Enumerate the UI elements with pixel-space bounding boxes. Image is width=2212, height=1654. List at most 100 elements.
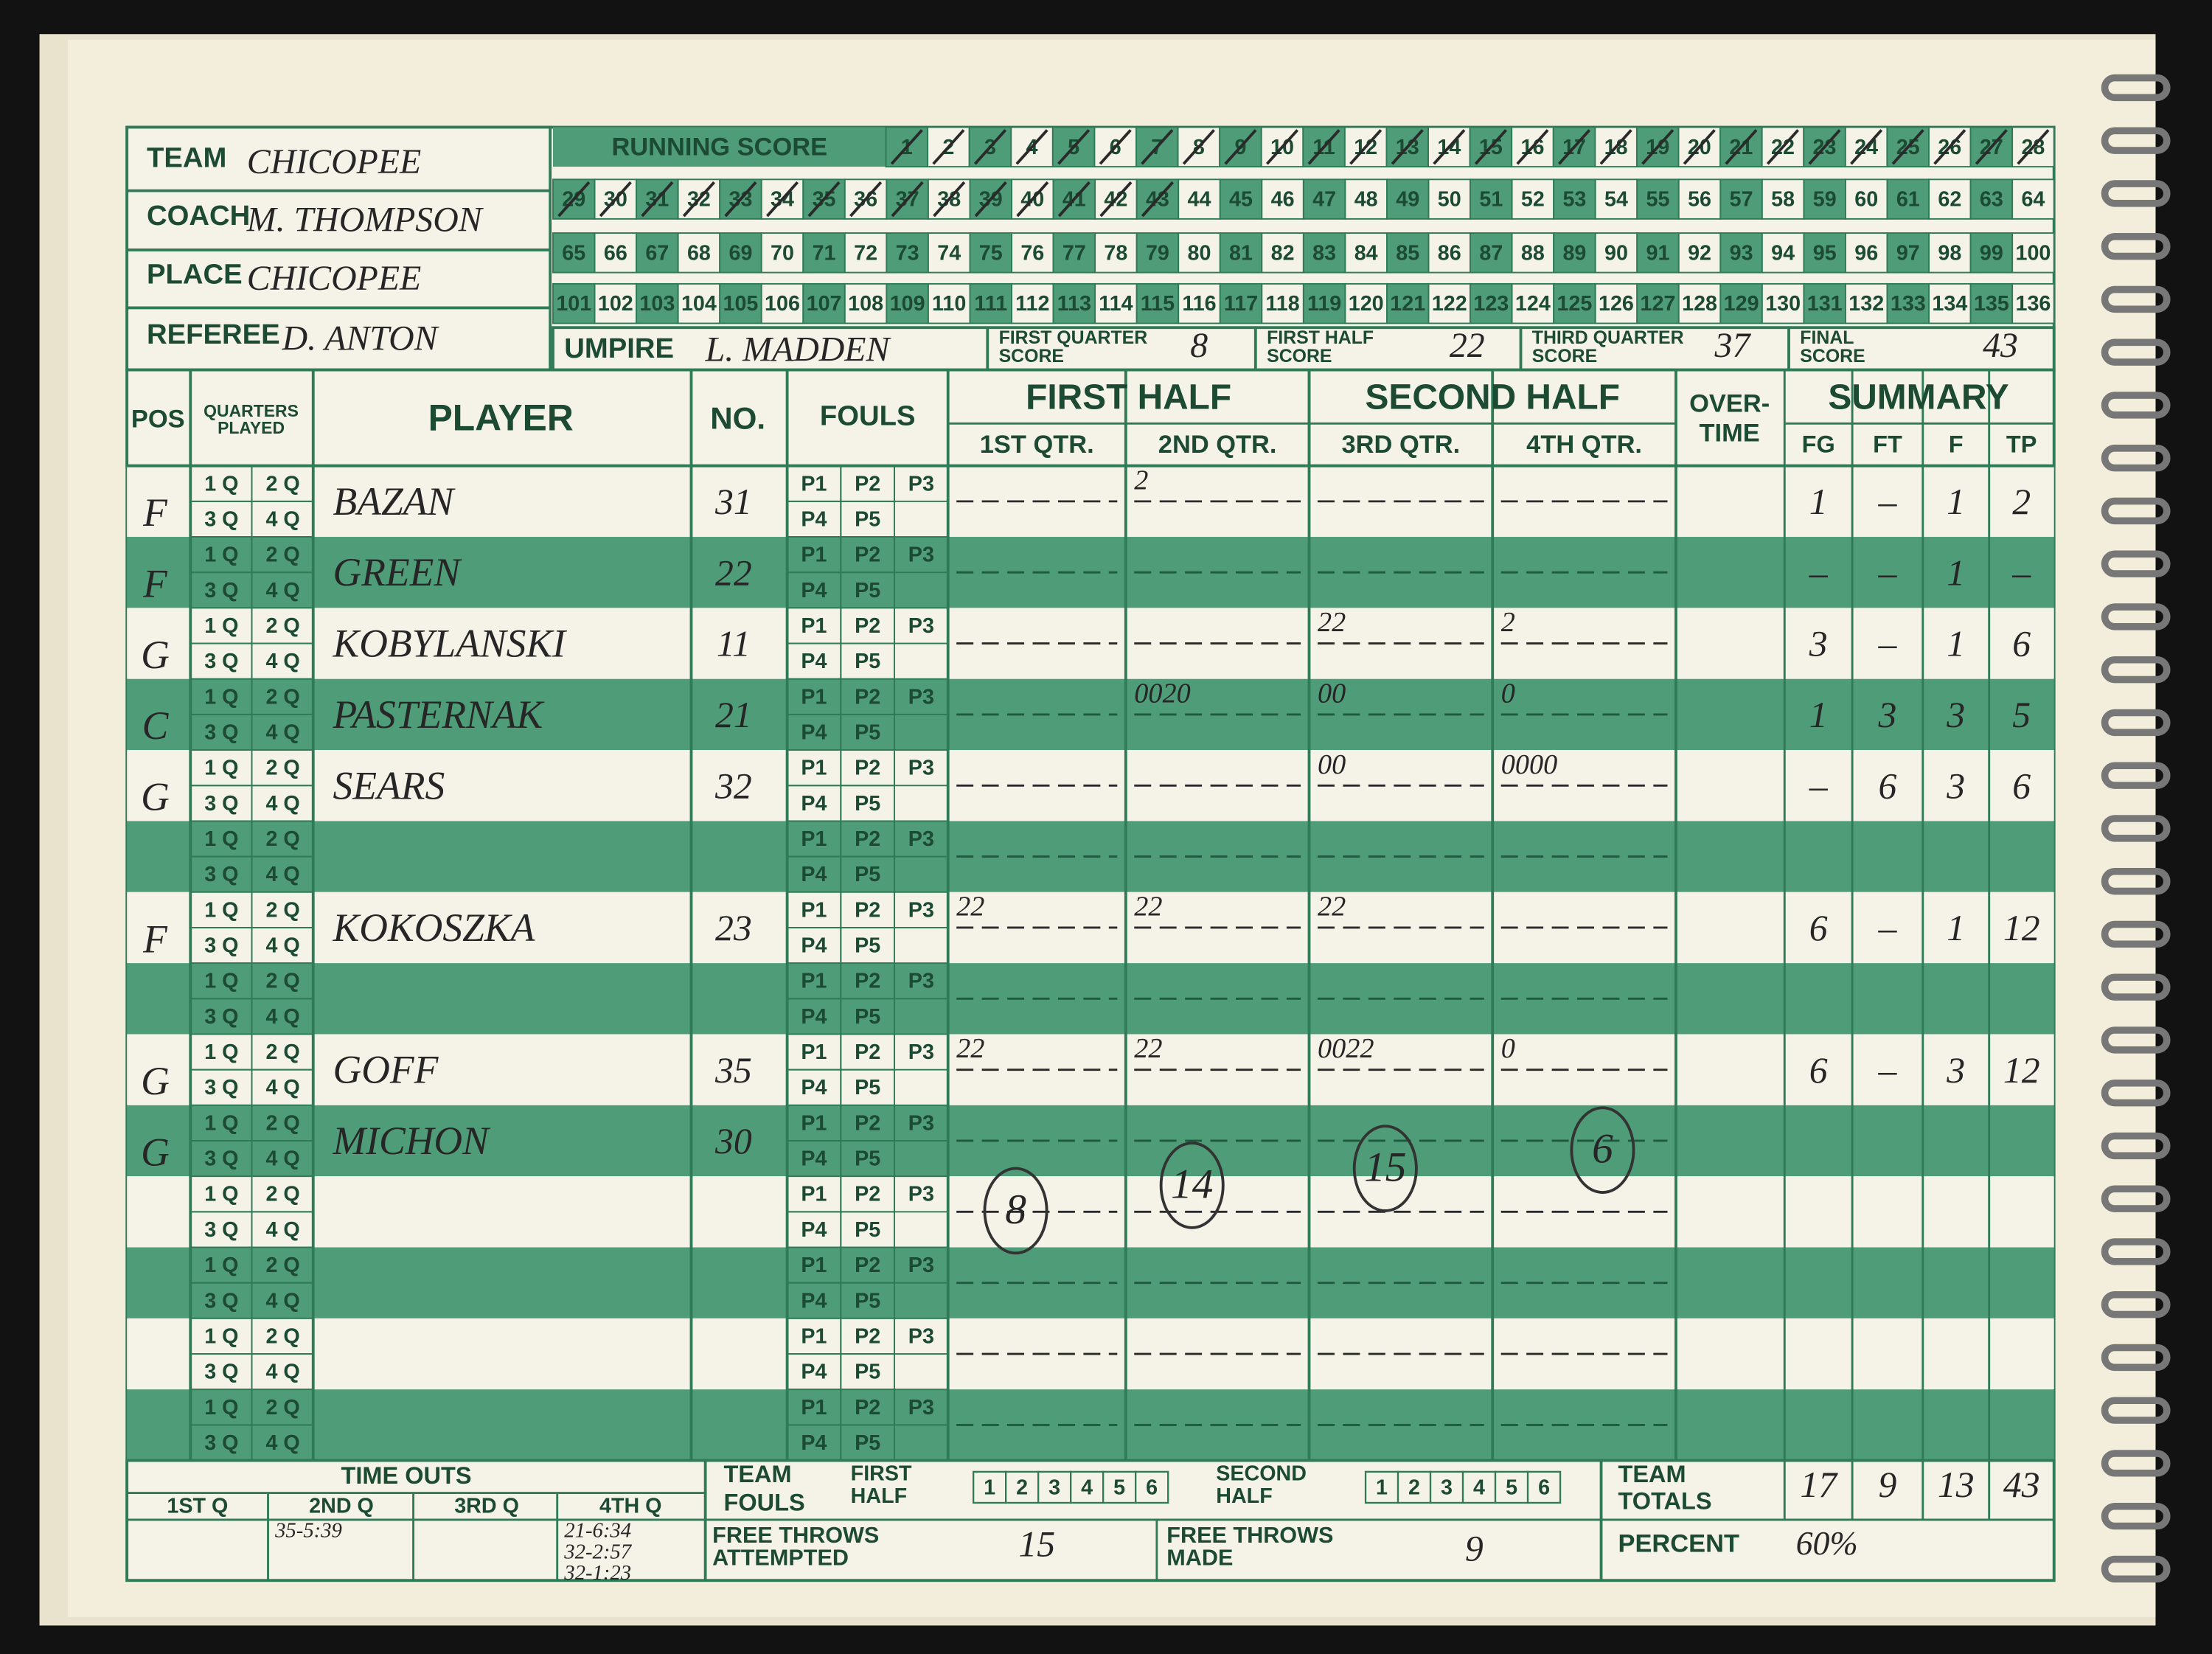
quarters-header: QUARTERS	[204, 401, 299, 420]
spiral-ring	[2101, 656, 2171, 684]
quarter-header: 3RD QTR.	[1342, 431, 1461, 459]
quarter-label: 2 Q	[265, 472, 299, 496]
score-number: 131	[1807, 292, 1843, 316]
summary-value: 3	[1946, 1050, 1965, 1091]
quarter-total: 8	[1005, 1186, 1026, 1233]
ft-made-value: 9	[1465, 1528, 1484, 1568]
foul-box-number: 6	[1538, 1476, 1550, 1499]
foul-box	[1102, 1470, 1137, 1504]
player-name: KOBYLANSKI	[333, 622, 568, 666]
fouls-header: FOULS	[820, 400, 916, 432]
foul-label: P3	[908, 472, 934, 496]
spiral-ring	[2101, 1397, 2171, 1424]
score-number: 111	[974, 292, 1007, 316]
score-number: 92	[1688, 241, 1711, 265]
score-slash	[1016, 181, 1049, 218]
score-number: 52	[1521, 188, 1545, 212]
score-number: 70	[771, 241, 794, 265]
place-value: CHICOPEE	[247, 259, 421, 298]
score-number: 119	[1307, 292, 1341, 316]
spiral-ring	[2101, 233, 2171, 260]
ft-label: ATTEMPTED	[712, 1546, 849, 1571]
foul-label: P5	[855, 1218, 880, 1242]
score-cell	[1928, 282, 1972, 324]
foul-box-number: 5	[1113, 1476, 1125, 1499]
score-number: 59	[1813, 188, 1837, 212]
foul-label: P1	[801, 472, 827, 496]
score-number: 126	[1599, 292, 1634, 316]
score-number: 127	[1641, 292, 1676, 316]
foul-label: P5	[855, 1076, 880, 1099]
quarter-label: 3 Q	[204, 1431, 238, 1455]
score-cell	[1427, 178, 1472, 220]
second-half-header: SECOND HALF	[1366, 378, 1620, 417]
summary-header: SUMMARY	[1828, 378, 2008, 417]
player-position: G	[141, 1059, 170, 1103]
score-number: 135	[1974, 292, 2009, 316]
foul-box	[1461, 1470, 1497, 1504]
summary-value: 3	[1878, 695, 1897, 735]
player-header: PLAYER	[428, 397, 574, 439]
quarter-header: 1ST QTR.	[980, 431, 1094, 459]
foul-label: P4	[801, 934, 827, 958]
quarter-label: 2 Q	[265, 1324, 299, 1348]
score-number: 97	[1896, 241, 1920, 265]
foul-box-number: 3	[1048, 1476, 1060, 1499]
score-cell	[969, 178, 1012, 220]
player-position: G	[141, 1130, 170, 1174]
foul-label: P3	[908, 543, 934, 567]
quarter-label: 2 Q	[265, 970, 299, 993]
foul-label: P3	[908, 1040, 934, 1064]
foul-label: P5	[855, 507, 880, 531]
quarter-label: 2 Q	[265, 827, 299, 851]
score-number: 90	[1604, 241, 1628, 265]
score-number: 132	[1848, 292, 1884, 316]
foul-label: P1	[801, 685, 827, 709]
spiral-ring	[2101, 180, 2171, 207]
score-cell	[1845, 232, 1888, 274]
half-label: HALF	[1216, 1484, 1272, 1508]
ft-attempted-value: 15	[1018, 1524, 1055, 1565]
quarter-points: 0022	[1318, 1033, 1374, 1064]
score-number: 121	[1390, 292, 1425, 316]
foul-label: P3	[908, 1183, 934, 1206]
score-slash	[1141, 129, 1174, 165]
player-number: 35	[714, 1050, 752, 1091]
score-slash	[1766, 129, 1800, 165]
quarter-label: 2 Q	[265, 685, 299, 709]
foul-label: P4	[801, 1431, 827, 1455]
score-cell	[1553, 232, 1596, 274]
score-cell	[1385, 282, 1430, 324]
score-number: 54	[1604, 188, 1628, 212]
spiral-ring	[2101, 1238, 2171, 1265]
player-name: MICHON	[333, 1119, 492, 1163]
time-out-entry: 35-5:39	[274, 1519, 342, 1543]
player-position: F	[142, 917, 168, 961]
quarter-label: 4 Q	[265, 934, 299, 958]
quarter-label: 3 Q	[204, 934, 238, 958]
half-label: FIRST	[851, 1462, 912, 1485]
score-cell	[1302, 232, 1346, 274]
score-number: 91	[1646, 241, 1670, 265]
score-cell	[1344, 232, 1388, 274]
foul-box-number: 2	[1016, 1476, 1028, 1499]
quarter-label: 4 Q	[265, 863, 299, 886]
score-cell	[1219, 178, 1263, 220]
score-number: 86	[1438, 241, 1461, 265]
score-slash	[1099, 181, 1133, 218]
score-cell	[760, 282, 804, 324]
score-cell	[886, 282, 929, 324]
score-slash	[1683, 129, 1716, 165]
score-cell	[1803, 282, 1846, 324]
foul-label: P1	[801, 1254, 827, 1277]
summary-col-header: FT	[1873, 431, 1902, 458]
quarter-label: 4 Q	[265, 650, 299, 673]
score-number: 101	[556, 292, 591, 316]
score-number: 74	[937, 241, 961, 265]
summary-col-header: FG	[1802, 431, 1835, 458]
spiral-ring	[2101, 497, 2171, 525]
ft-label: MADE	[1166, 1546, 1233, 1571]
score-number: 56	[1688, 188, 1711, 212]
score-number: 89	[1562, 241, 1586, 265]
